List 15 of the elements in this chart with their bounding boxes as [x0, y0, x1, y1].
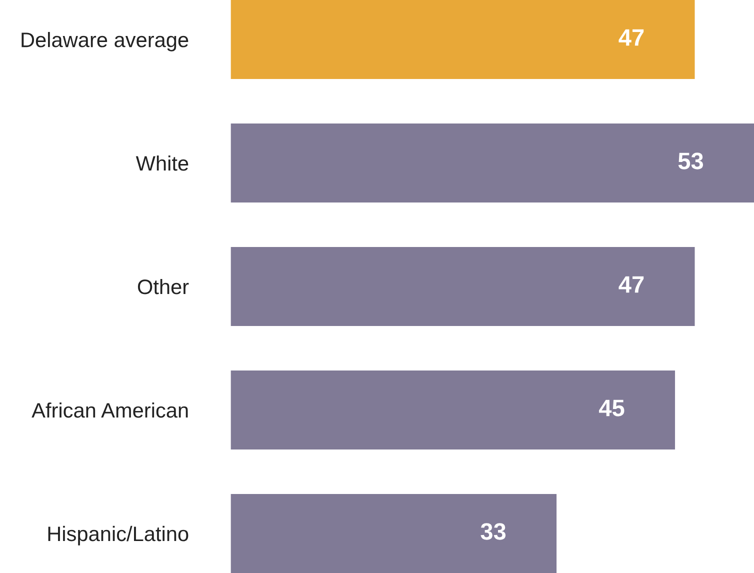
y-tick-label: Hispanic/Latino	[48, 526, 188, 546]
data-label: 47	[618, 29, 644, 46]
bar	[230, 494, 557, 573]
y-tick-label: African American	[32, 402, 188, 418]
data-label: 47	[618, 276, 644, 293]
bar	[230, 370, 676, 450]
bar	[230, 0, 695, 80]
data-label: 53	[678, 152, 704, 170]
y-tick-label: Other	[138, 278, 189, 294]
y-tick-label: Delaware average	[22, 32, 188, 52]
data-label: 45	[598, 400, 624, 416]
data-label: 33	[480, 523, 506, 540]
bar	[230, 123, 754, 203]
y-tick-label: White	[136, 155, 188, 171]
bar	[230, 246, 695, 326]
